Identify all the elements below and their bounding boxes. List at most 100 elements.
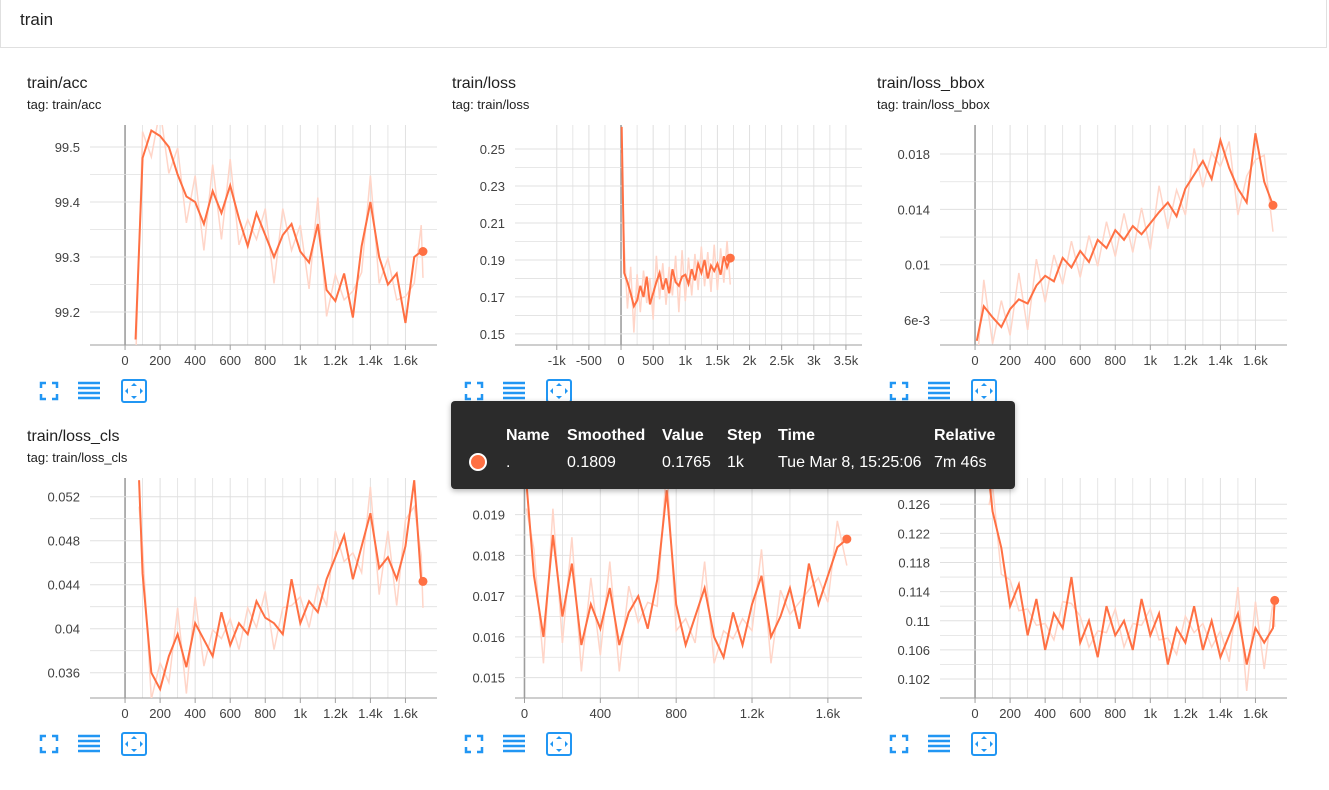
raw-series-line <box>620 153 732 333</box>
chart-card: train/loss tag: train/loss -1k -500 0 500 1k 1.… <box>452 75 872 425</box>
x-tick-label: 400 <box>1034 353 1056 368</box>
x-tick-label: 1.4k <box>358 353 383 368</box>
smoothed-series-line <box>525 481 848 661</box>
line-chart[interactable]: 0 200 400 600 800 1k 1.2k 1.4k 1.6k 0.036 0.04 0.04… <box>27 468 442 728</box>
chart-tag: tag: train/loss <box>452 97 530 112</box>
line-chart[interactable]: -1k -500 0 500 1k 1.5k 2k 2.5k 3k 3.5k 0.15 0.17 0.1… <box>452 115 867 375</box>
fullscreen-icon[interactable] <box>460 731 488 757</box>
fullscreen-icon[interactable] <box>35 731 63 757</box>
toggle-log-scale-icon[interactable] <box>925 378 953 404</box>
x-tick-label: 1.6k <box>816 706 841 721</box>
series-color-dot <box>469 453 487 471</box>
fit-domain-icon[interactable] <box>120 378 148 404</box>
fullscreen-icon[interactable] <box>35 378 63 404</box>
x-tick-label: 800 <box>254 706 276 721</box>
toggle-log-scale-icon[interactable] <box>500 731 528 757</box>
y-tick-label: 0.017 <box>472 589 505 604</box>
line-chart[interactable]: 0 200 400 600 800 1k 1.2k 1.4k 1.6k 6e-3 0.01 0.014… <box>877 115 1292 375</box>
line-chart[interactable]: 0 200 400 600 800 1k 1.2k 1.4k 1.6k 0.102 0.106 0.1… <box>877 468 1292 728</box>
y-tick-label: 0.014 <box>897 202 930 217</box>
tooltip-header-name: Name <box>506 427 550 444</box>
x-tick-label: 1.2k <box>1173 706 1198 721</box>
y-tick-label: 0.106 <box>897 643 930 658</box>
chart-card: train/loss_cls tag: train/loss_cls 0 200 400… <box>27 428 447 778</box>
x-tick-label: 1.2k <box>740 706 765 721</box>
chart-tag: tag: train/loss_bbox <box>877 97 990 112</box>
line-chart[interactable]: 0 400 800 1.2k 1.6k 0.015 0.016 0.017 0.018 0.019 <box>452 468 867 728</box>
x-tick-label: 1.4k <box>1208 706 1233 721</box>
chart-title: train/loss_bbox <box>877 75 985 92</box>
data-tooltip: Name Smoothed Value Step Time Relative .… <box>451 401 1015 489</box>
x-tick-label: 1k <box>678 353 692 368</box>
x-tick-label: 600 <box>219 706 241 721</box>
y-tick-label: 0.118 <box>898 556 930 571</box>
x-tick-label: 400 <box>184 353 206 368</box>
smoothed-series-line <box>620 126 732 309</box>
y-tick-label: 0.018 <box>472 548 505 563</box>
x-tick-label: 3.5k <box>834 353 859 368</box>
y-tick-label: 0.048 <box>47 534 80 549</box>
x-tick-label: 600 <box>219 353 241 368</box>
line-chart[interactable]: 0 200 400 600 800 1k 1.2k 1.4k 1.6k 99.2 99.3 99.4 9… <box>27 115 442 375</box>
fullscreen-icon[interactable] <box>460 378 488 404</box>
raw-series-line <box>525 478 848 672</box>
y-tick-label: 99.4 <box>55 195 80 210</box>
x-tick-label: 0 <box>121 353 128 368</box>
section-header[interactable]: train <box>0 0 1327 48</box>
tooltip-header-relative: Relative <box>934 427 996 444</box>
x-tick-label: 1.6k <box>393 353 418 368</box>
tooltip-time: Tue Mar 8, 15:25:06 <box>778 454 922 471</box>
x-tick-label: 600 <box>1069 706 1091 721</box>
x-tick-label: 1k <box>293 353 307 368</box>
toggle-log-scale-icon[interactable] <box>75 378 103 404</box>
x-tick-label: 0 <box>121 706 128 721</box>
raw-series-line <box>138 486 424 698</box>
raw-series-line <box>977 141 1274 345</box>
fit-domain-icon[interactable] <box>545 731 573 757</box>
fit-domain-icon[interactable] <box>970 731 998 757</box>
tooltip-header-smoothed: Smoothed <box>567 427 646 444</box>
y-tick-label: 99.2 <box>55 305 80 320</box>
smoothed-series-line <box>975 133 1274 342</box>
y-tick-label: 0.114 <box>898 585 930 600</box>
smoothed-series-line <box>988 478 1276 665</box>
last-point-marker <box>1268 200 1278 210</box>
y-tick-label: 0.15 <box>480 327 505 342</box>
x-tick-label: 1k <box>1143 706 1157 721</box>
x-tick-label: 2k <box>743 353 757 368</box>
y-tick-label: 0.23 <box>480 179 505 194</box>
x-tick-label: 800 <box>665 706 687 721</box>
y-tick-label: 0.019 <box>472 508 505 523</box>
y-tick-label: 0.036 <box>47 666 80 681</box>
x-tick-label: 1.2k <box>323 706 348 721</box>
fullscreen-icon[interactable] <box>885 378 913 404</box>
tooltip-header-step: Step <box>727 427 762 444</box>
last-point-marker <box>418 576 428 586</box>
y-tick-label: 0.052 <box>47 490 80 505</box>
x-tick-label: 1.6k <box>1243 706 1268 721</box>
y-tick-label: 0.016 <box>472 630 505 645</box>
tooltip-value: 0.1765 <box>662 454 711 471</box>
y-tick-label: 0.122 <box>897 526 930 541</box>
x-tick-label: 500 <box>642 353 664 368</box>
chart-toolbar <box>460 731 580 757</box>
y-tick-label: 0.01 <box>905 258 930 273</box>
raw-series-line <box>135 125 424 345</box>
section-title: train <box>20 10 54 29</box>
tooltip-smoothed: 0.1809 <box>567 454 616 471</box>
tooltip-header-value: Value <box>662 427 704 444</box>
toggle-log-scale-icon[interactable] <box>500 378 528 404</box>
x-tick-label: 400 <box>1034 706 1056 721</box>
fullscreen-icon[interactable] <box>885 731 913 757</box>
toggle-log-scale-icon[interactable] <box>925 731 953 757</box>
x-tick-label: 200 <box>149 706 171 721</box>
x-tick-label: 1k <box>1143 353 1157 368</box>
y-tick-label: 0.21 <box>480 216 505 231</box>
x-tick-label: 1.5k <box>705 353 730 368</box>
fit-domain-icon[interactable] <box>120 731 148 757</box>
chart-tag: tag: train/acc <box>27 97 102 112</box>
y-tick-label: 0.126 <box>897 497 930 512</box>
chart-card: train/acc tag: train/acc 0 200 400 600 800 1k 1.… <box>27 75 447 425</box>
x-tick-label: 1.6k <box>393 706 418 721</box>
toggle-log-scale-icon[interactable] <box>75 731 103 757</box>
